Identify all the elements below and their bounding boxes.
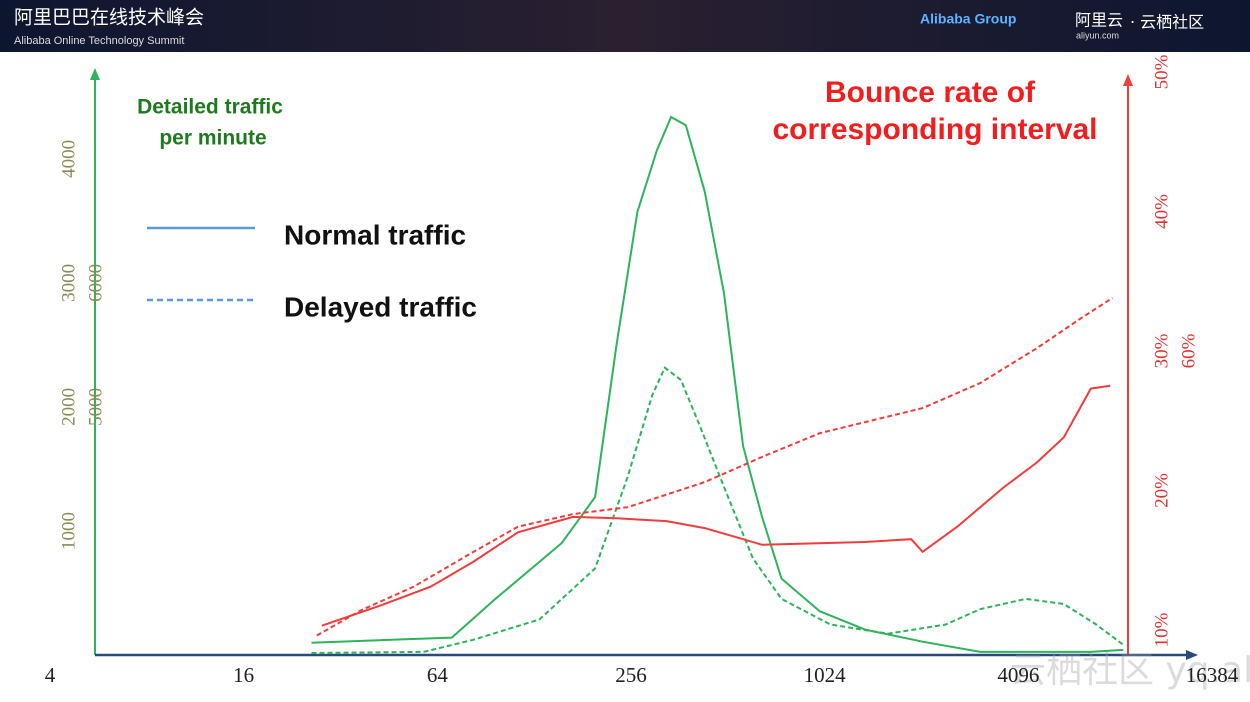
y-tick-label: 2000 [58,388,79,426]
y2-axis-arrow [1123,74,1133,86]
y2-axis-label: corresponding interval [772,113,1097,146]
group-logo: Alibaba Group [920,11,1016,27]
data-line [311,115,1124,653]
y-tick-label: 10% [1151,612,1172,647]
y-tick-label: 20% [1151,473,1172,508]
y-tick-label: 30% [1151,333,1172,368]
community-logo: · 云栖社区 [1130,13,1204,32]
x-tick-label: 4096 [997,663,1039,687]
legend-label: Normal traffic [284,219,466,250]
header-title: 阿里巴巴在线技术峰会 [14,7,204,29]
y-axis-label: per minute [159,127,266,150]
y-tick-label: 60% [1178,333,1199,368]
y-tick-label: 50% [1151,54,1172,89]
x-tick-label: 16384 [1186,663,1239,687]
legend-label: Delayed traffic [284,291,477,322]
watermark: 云栖社区 yq.aliyun.com [1010,650,1250,691]
y-tick-label: 1000 [58,512,79,550]
y-axis-label: Detailed traffic [137,96,283,119]
y-tick-label: 6000 [85,264,106,302]
aliyun-logo: 阿里云 [1075,11,1123,30]
y-tick-label: 5000 [85,388,106,426]
x-tick-label: 16 [233,663,254,687]
x-tick-label: 64 [427,663,449,687]
data-line [321,384,1111,627]
y-tick-label: 40% [1151,194,1172,229]
data-line [311,366,1124,654]
y-tick-label: 3000 [58,264,79,302]
aliyun-url: aliyun.com [1076,30,1119,40]
y-axis-arrow [90,68,100,80]
y2-axis-label: Bounce rate of [825,76,1036,109]
x-axis-arrow [1186,650,1198,660]
x-tick-label: 1024 [804,663,847,687]
x-tick-label: 4 [45,663,56,687]
header-subtitle: Alibaba Online Technology Summit [14,35,184,47]
y-tick-label: 4000 [58,140,79,178]
data-line [316,297,1114,637]
header-bar [0,0,1250,52]
x-tick-label: 256 [615,663,647,687]
